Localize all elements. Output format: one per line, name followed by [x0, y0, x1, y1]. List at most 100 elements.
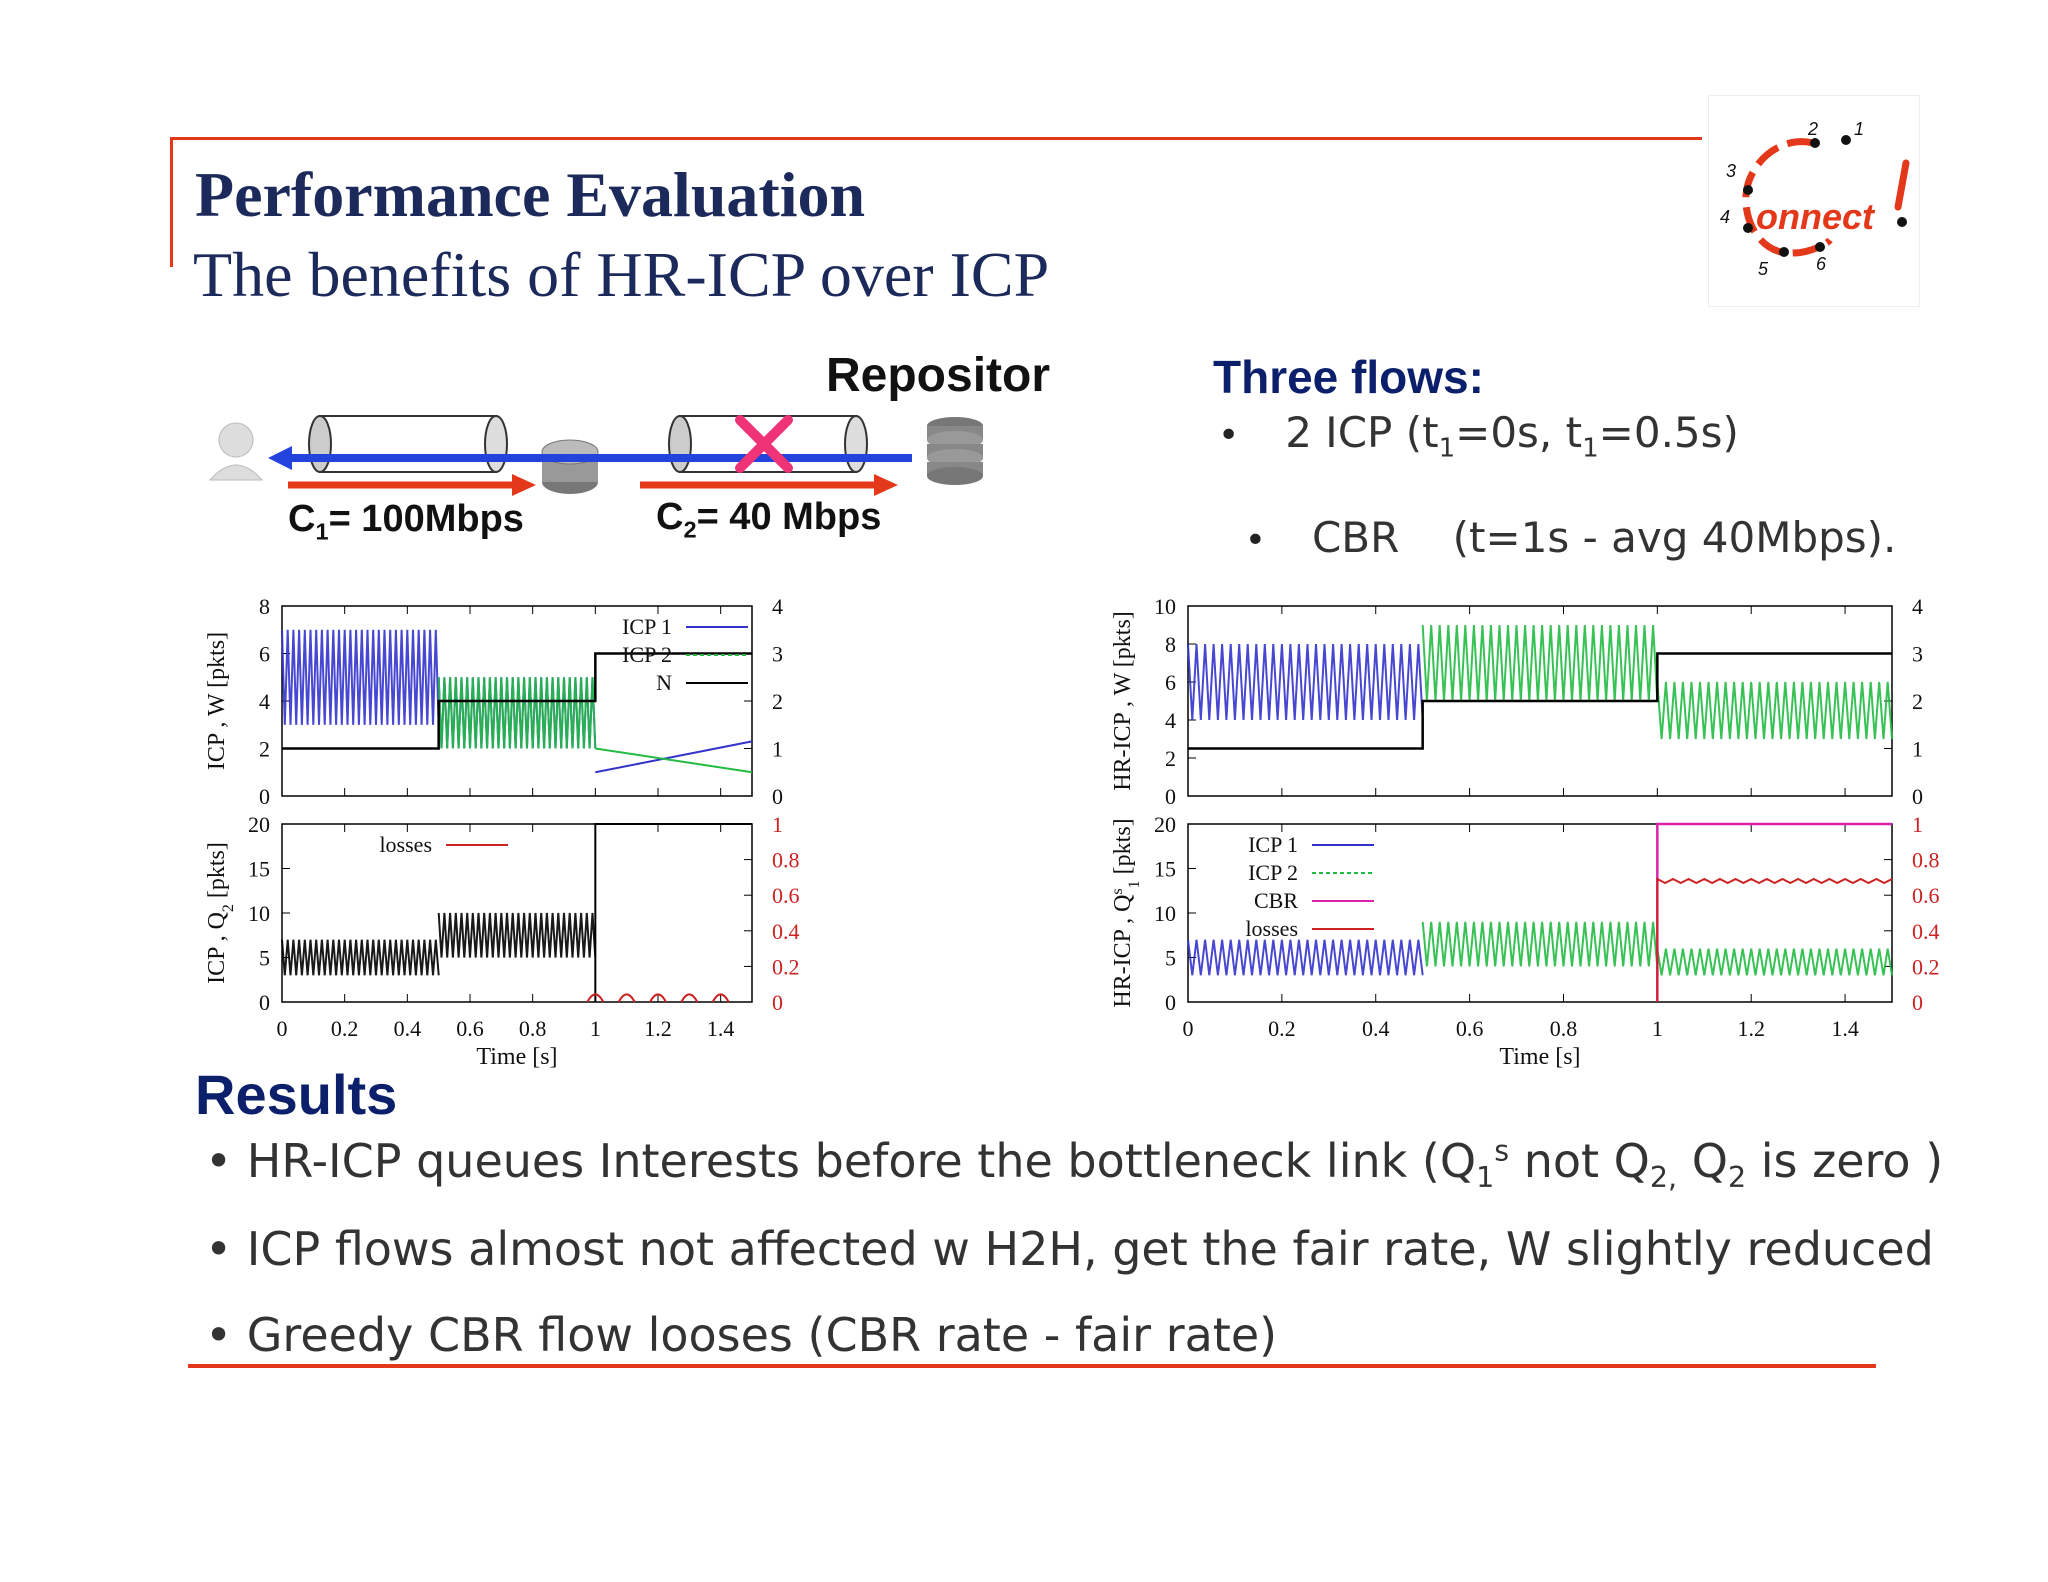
y-tick-label: 4: [259, 689, 270, 714]
series-icp-2: [1421, 624, 1893, 740]
series-line: [437, 677, 597, 749]
y-tick-label: 8: [259, 594, 270, 619]
server-icon: [927, 417, 983, 485]
svg-text:4: 4: [1720, 207, 1730, 227]
y2-tick-label: 0: [1912, 990, 1923, 1015]
y2-tick-label: 0.2: [772, 954, 800, 979]
legend-label: losses: [379, 832, 432, 857]
y2-tick-label: 1: [1912, 737, 1923, 762]
y2-tick-label: 2: [772, 689, 783, 714]
bullet-icon: •: [205, 1222, 247, 1276]
c2-sub: 2: [683, 516, 697, 543]
bullet-icon: •: [1244, 520, 1266, 561]
svg-text:1: 1: [1854, 119, 1864, 139]
y-tick-label: 0: [259, 784, 270, 809]
legend-label: N: [656, 670, 672, 695]
svg-text:2: 2: [1807, 119, 1818, 139]
y-tick-label: 5: [259, 946, 270, 971]
loss-bump: [680, 993, 699, 1003]
data-arrow-2: [640, 474, 898, 496]
y-tick-label: 5: [1165, 946, 1176, 971]
loss-bump: [649, 993, 667, 1003]
result-line-2: • ICP flows almost not affected w H2H, g…: [205, 1222, 1934, 1276]
data-arrow-1: [288, 474, 536, 496]
title-rule-left: [170, 137, 173, 267]
svg-text:onnect: onnect: [1756, 196, 1876, 237]
series-line: [1656, 681, 1893, 740]
y2-tick-label: 0.6: [1912, 883, 1940, 908]
c1-symbol: C: [288, 498, 316, 540]
loss-bump: [711, 993, 730, 1003]
series-icp-2: [437, 677, 753, 774]
series-losses: [1656, 877, 1893, 1002]
y-axis-label: HR-ICP , Qs1 [pkts]: [1109, 818, 1143, 1007]
x-tick-label: 0.2: [331, 1016, 359, 1041]
series-icp-1: [1187, 643, 1424, 721]
y-tick-label: 20: [248, 812, 270, 837]
flow-item-icp: • 2 ICP (t1=0s, t1=0.5s): [1218, 408, 1739, 464]
y-tick-label: 2: [259, 737, 270, 762]
x-tick-label: 0.4: [394, 1016, 422, 1041]
series-line: [1656, 948, 1893, 976]
x-tick-label: 0.8: [1550, 1016, 1578, 1041]
cross-icon: [735, 415, 793, 473]
legend-label: ICP 2: [622, 642, 672, 667]
y2-tick-label: 3: [772, 642, 783, 667]
interest-arrow: [268, 446, 912, 470]
x-tick-label: 0: [277, 1016, 288, 1041]
x-tick-label: 1.2: [644, 1016, 672, 1041]
bottom-rule: [188, 1364, 1876, 1368]
slide-title: Performance Evaluation: [195, 159, 866, 230]
bullet-icon: •: [205, 1308, 247, 1362]
y-tick-label: 0: [1165, 990, 1176, 1015]
plot-frame: [1187, 823, 1893, 1003]
x-tick-label: 0: [1183, 1016, 1194, 1041]
svg-text:3: 3: [1726, 161, 1736, 181]
slide-subtitle: The benefits of HR-ICP over ICP: [193, 239, 1050, 310]
x-tick-label: 0.6: [1456, 1016, 1484, 1041]
x-tick-label: 0.6: [456, 1016, 484, 1041]
y-axis-label: HR-ICP , W [pkts]: [1110, 611, 1136, 791]
y2-tick-label: 0.2: [1912, 954, 1940, 979]
connect-logo: onnect 1 2 3 4 5 6: [1708, 95, 1920, 307]
c2-symbol: C: [656, 496, 684, 538]
legend-label: ICP 1: [1248, 832, 1298, 857]
y2-tick-label: 3: [1912, 642, 1923, 667]
c1-value: = 100Mbps: [328, 498, 524, 540]
y-tick-label: 10: [248, 901, 270, 926]
x-tick-label: 1: [1652, 1016, 1663, 1041]
c1-label: C1= 100Mbps: [288, 498, 524, 546]
router-icon: [541, 439, 599, 494]
chart-icp-window: 0 2 4 6 8 0 1 2 3 4 ICP , W [pkts] ICP 1 ICP 2 N: [204, 594, 783, 809]
chart-hricp-window: 0 2 4 6 8 10 0 1 2 3 4 HR-ICP , W [pkts]: [1110, 594, 1923, 809]
svg-text:5: 5: [1758, 259, 1769, 279]
y-tick-label: 0: [259, 990, 270, 1015]
series-losses: [586, 993, 730, 1003]
x-tick-label: 0.4: [1362, 1016, 1390, 1041]
y-tick-label: 6: [1165, 670, 1176, 695]
y2-tick-label: 0.8: [1912, 848, 1940, 873]
x-axis-label: Time [s]: [1499, 1044, 1580, 1070]
bullet-icon: •: [205, 1134, 247, 1188]
connect-logo-icon: onnect 1 2 3 4 5 6: [1720, 119, 1910, 279]
y2-tick-label: 2: [1912, 689, 1923, 714]
y-tick-label: 6: [259, 642, 270, 667]
results-heading: Results: [195, 1063, 398, 1126]
y-axis-label: ICP , Q2 [pkts]: [204, 842, 237, 984]
x-tick-label: 0.8: [519, 1016, 547, 1041]
y2-tick-label: 4: [772, 594, 783, 619]
y-tick-label: 4: [1165, 708, 1176, 733]
title-rule-top: [170, 137, 1702, 140]
series-line: [1656, 877, 1893, 1002]
y2-tick-label: 0: [772, 990, 783, 1015]
y2-tick-label: 1: [1912, 812, 1923, 837]
loss-bump: [586, 993, 605, 1003]
bullet-icon: •: [1218, 415, 1240, 456]
x-tick-label: 1: [590, 1016, 601, 1041]
series-queue: [281, 823, 752, 1002]
x-tick-label: 1.2: [1737, 1016, 1765, 1041]
series-line: [281, 939, 440, 976]
result-line-3: • Greedy CBR flow looses (CBR rate - fai…: [205, 1308, 1278, 1362]
y2-tick-label: 4: [1912, 594, 1923, 619]
